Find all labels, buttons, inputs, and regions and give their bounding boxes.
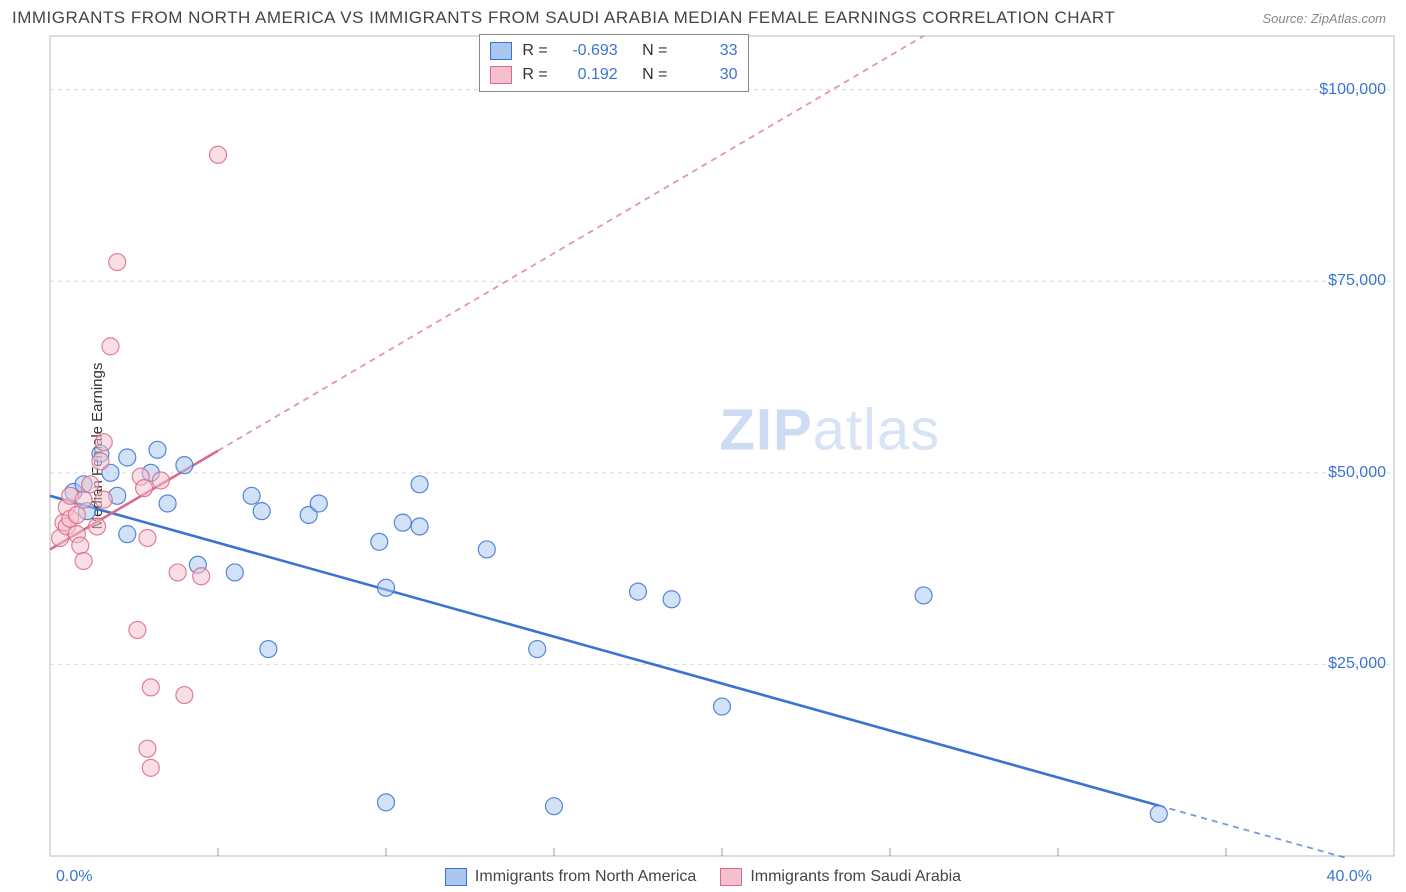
series2-swatch: [490, 66, 512, 84]
scatter-plot-svg: [48, 34, 1396, 858]
stats-row-series1: R = -0.693 N = 33: [490, 39, 737, 63]
stat-n-label: N =: [642, 39, 667, 63]
stat-r-label: R =: [522, 63, 547, 87]
stats-row-series2: R = 0.192 N = 30: [490, 63, 737, 87]
stat-n-value-2: 30: [678, 63, 738, 87]
stat-n-value-1: 33: [678, 39, 738, 63]
correlation-stats-box: R = -0.693 N = 33 R = 0.192 N = 30: [479, 34, 748, 92]
y-tick-label: $50,000: [1328, 464, 1386, 482]
chart-area: ZIPatlas R = -0.693 N = 33 R = 0.192 N =…: [48, 34, 1396, 858]
legend-label-1: Immigrants from North America: [475, 868, 696, 886]
legend-swatch-1: [445, 868, 467, 886]
y-tick-label: $100,000: [1319, 81, 1386, 99]
series1-swatch: [490, 42, 512, 60]
legend-swatch-2: [720, 868, 742, 886]
legend-item-2: Immigrants from Saudi Arabia: [720, 868, 961, 886]
legend-item-1: Immigrants from North America: [445, 868, 696, 886]
legend-label-2: Immigrants from Saudi Arabia: [750, 868, 961, 886]
stat-r-value-2: 0.192: [558, 63, 618, 87]
source-attribution: Source: ZipAtlas.com: [1262, 11, 1386, 26]
x-axis-legend: Immigrants from North America Immigrants…: [0, 868, 1406, 886]
title-bar: IMMIGRANTS FROM NORTH AMERICA VS IMMIGRA…: [0, 0, 1406, 32]
chart-title: IMMIGRANTS FROM NORTH AMERICA VS IMMIGRA…: [12, 8, 1115, 28]
stat-r-label: R =: [522, 39, 547, 63]
chart-container: IMMIGRANTS FROM NORTH AMERICA VS IMMIGRA…: [0, 0, 1406, 892]
stat-r-value-1: -0.693: [558, 39, 618, 63]
stat-n-label: N =: [642, 63, 667, 87]
y-tick-label: $75,000: [1328, 272, 1386, 290]
y-tick-label: $25,000: [1328, 655, 1386, 673]
